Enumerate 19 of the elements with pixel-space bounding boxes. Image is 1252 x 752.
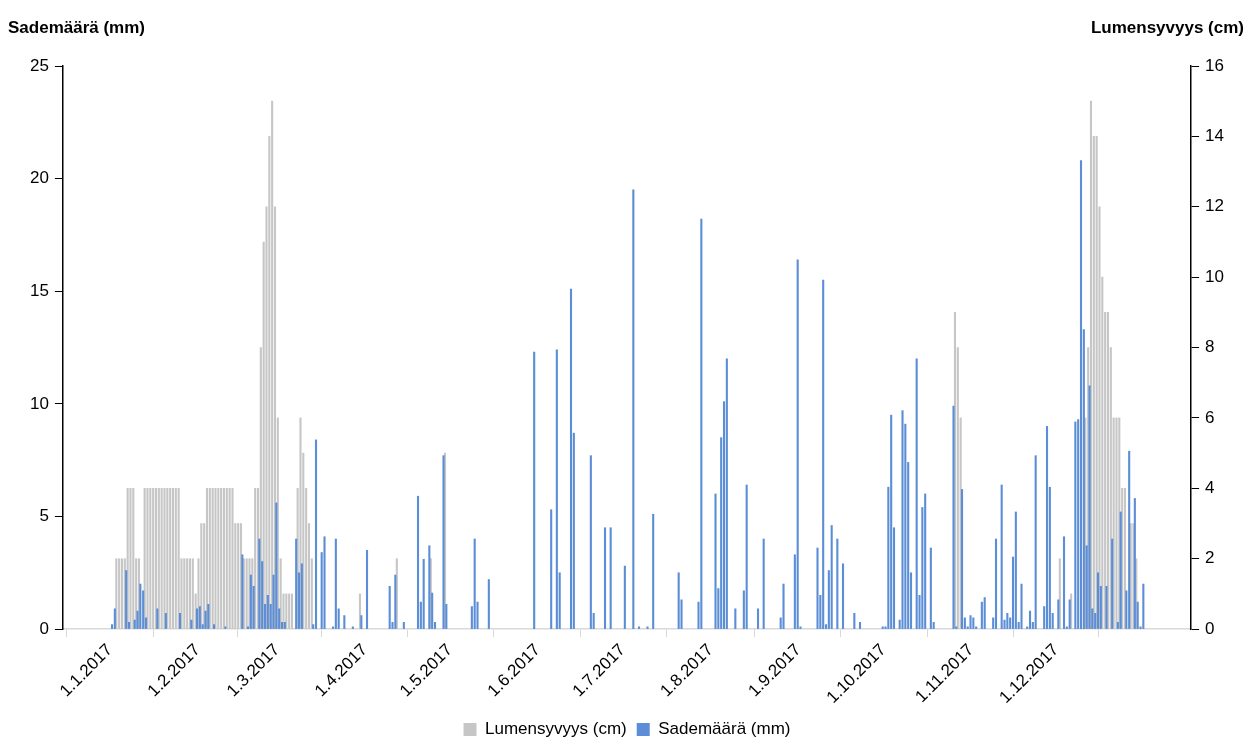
y-tick-label: 25 (29, 55, 49, 75)
y2-tick-label: 12 (1205, 196, 1225, 216)
y2-tick-label: 6 (1205, 407, 1215, 427)
y2-tick-label: 4 (1205, 478, 1215, 498)
y-tick-label: 5 (39, 506, 49, 526)
y2-tick-label: 14 (1205, 126, 1225, 146)
y2-tick-label: 16 (1205, 55, 1225, 75)
y2-tick-label: 10 (1205, 266, 1225, 286)
y2-tick-label: 2 (1205, 548, 1215, 568)
legend-label: Sademäärä (mm) (658, 719, 791, 739)
y-tick-label: 15 (29, 280, 49, 300)
y-axis-title: Sademäärä (mm) (8, 18, 146, 38)
y2-tick-label: 8 (1205, 337, 1215, 357)
y2-tick-label: 0 (1205, 618, 1215, 638)
y-tick-label: 20 (29, 168, 49, 188)
y-tick-label: 0 (39, 618, 49, 638)
legend-label: Lumensyvyys (cm) (485, 719, 627, 739)
y2-axis-title: Lumensyvyys (cm) (1090, 18, 1244, 38)
y-tick-label: 10 (29, 393, 49, 413)
